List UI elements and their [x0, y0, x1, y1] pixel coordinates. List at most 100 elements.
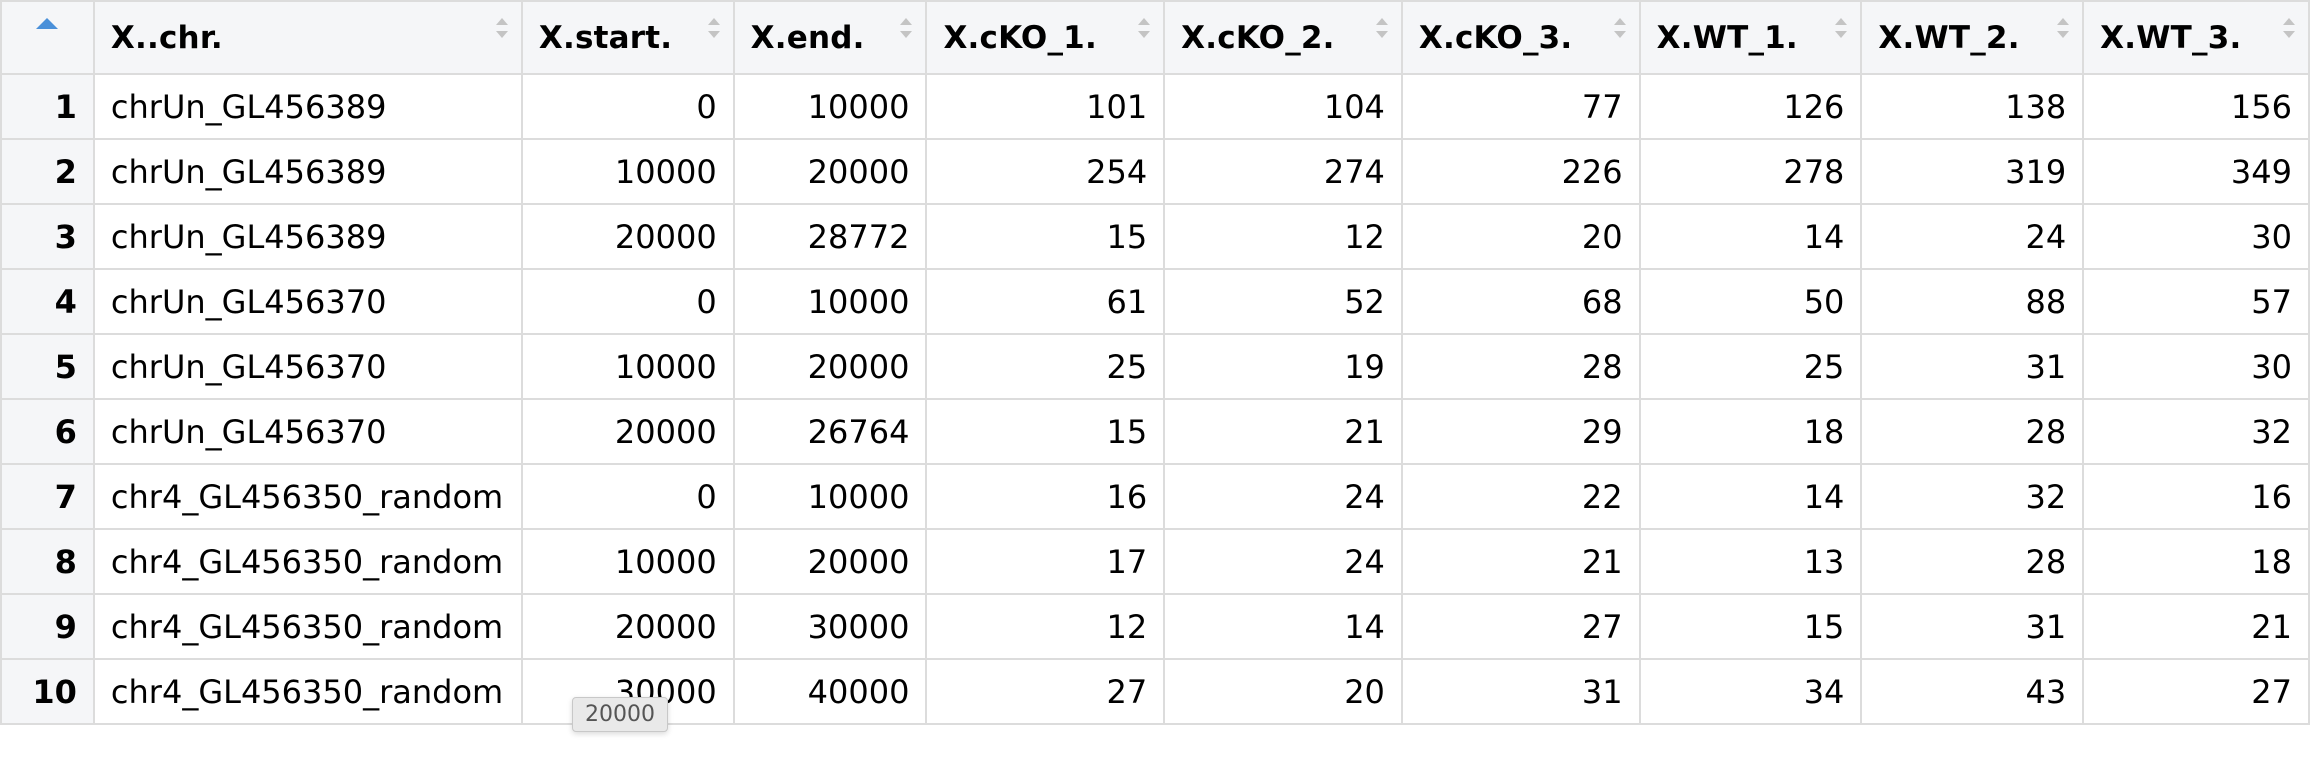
cell-cko-3[interactable]: 27 — [1400, 593, 1641, 660]
cell-wt-3[interactable]: 18 — [2082, 528, 2310, 595]
cell-start[interactable]: 10000 — [520, 333, 735, 400]
cell-cko-1[interactable]: 12 — [925, 593, 1166, 660]
cell-cko-1[interactable]: 254 — [925, 138, 1166, 205]
cell-wt-2[interactable]: 32 — [1860, 463, 2085, 530]
cell-wt-3[interactable]: 30 — [2082, 203, 2310, 270]
cell-cko-2[interactable]: 14 — [1163, 593, 1403, 660]
cell-wt-1[interactable]: 34 — [1638, 658, 1863, 725]
sort-updown-icon[interactable] — [1834, 16, 1848, 40]
cell-cko-3[interactable]: 68 — [1400, 268, 1641, 335]
cell-chr[interactable]: chrUn_GL456370 — [92, 268, 523, 335]
cell-end[interactable]: 10000 — [732, 73, 928, 140]
cell-cko-1[interactable]: 17 — [925, 528, 1166, 595]
sort-updown-icon[interactable] — [707, 16, 721, 40]
cell-wt-2[interactable]: 88 — [1860, 268, 2085, 335]
cell-start[interactable]: 20000 — [520, 398, 735, 465]
cell-cko-2[interactable]: 20 — [1163, 658, 1403, 725]
cell-start[interactable]: 20000 — [520, 593, 735, 660]
cell-end[interactable]: 28772 — [732, 203, 928, 270]
cell-chr[interactable]: chrUn_GL456370 — [92, 333, 523, 400]
cell-end[interactable]: 20000 — [732, 528, 928, 595]
cell-wt-1[interactable]: 126 — [1638, 73, 1863, 140]
cell-chr[interactable]: chrUn_GL456370 — [92, 398, 523, 465]
cell-cko-3[interactable]: 31 — [1400, 658, 1641, 725]
cell-wt-2[interactable]: 43 — [1860, 658, 2085, 725]
column-header-end[interactable]: X.end. — [732, 0, 928, 75]
cell-start[interactable]: 0 — [520, 463, 735, 530]
cell-wt-3[interactable]: 16 — [2082, 463, 2310, 530]
cell-end[interactable]: 26764 — [732, 398, 928, 465]
cell-start[interactable]: 0 — [520, 73, 735, 140]
cell-end[interactable]: 10000 — [732, 268, 928, 335]
column-header-wt-2[interactable]: X.WT_2. — [1860, 0, 2085, 75]
column-header-chr[interactable]: X..chr. — [92, 0, 523, 75]
cell-cko-2[interactable]: 274 — [1163, 138, 1403, 205]
cell-wt-3[interactable]: 21 — [2082, 593, 2310, 660]
cell-end[interactable]: 20000 — [732, 333, 928, 400]
cell-wt-1[interactable]: 50 — [1638, 268, 1863, 335]
cell-chr[interactable]: chrUn_GL456389 — [92, 73, 523, 140]
cell-wt-1[interactable]: 13 — [1638, 528, 1863, 595]
cell-wt-3[interactable]: 30 — [2082, 333, 2310, 400]
cell-chr[interactable]: chr4_GL456350_random — [92, 593, 523, 660]
cell-end[interactable]: 30000 — [732, 593, 928, 660]
cell-wt-3[interactable]: 349 — [2082, 138, 2310, 205]
sort-updown-icon[interactable] — [495, 16, 509, 40]
sort-updown-icon[interactable] — [899, 16, 913, 40]
cell-wt-1[interactable]: 15 — [1638, 593, 1863, 660]
cell-cko-2[interactable]: 24 — [1163, 463, 1403, 530]
cell-cko-2[interactable]: 104 — [1163, 73, 1403, 140]
cell-wt-3[interactable]: 27 — [2082, 658, 2310, 725]
column-header-cko-3[interactable]: X.cKO_3. — [1400, 0, 1641, 75]
cell-cko-1[interactable]: 16 — [925, 463, 1166, 530]
column-header-wt-1[interactable]: X.WT_1. — [1638, 0, 1863, 75]
cell-chr[interactable]: chrUn_GL456389 — [92, 138, 523, 205]
cell-cko-3[interactable]: 28 — [1400, 333, 1641, 400]
cell-end[interactable]: 40000 — [732, 658, 928, 725]
column-header-start[interactable]: X.start. — [520, 0, 735, 75]
cell-cko-1[interactable]: 15 — [925, 398, 1166, 465]
cell-wt-2[interactable]: 31 — [1860, 333, 2085, 400]
sort-updown-icon[interactable] — [2056, 16, 2070, 40]
cell-cko-1[interactable]: 25 — [925, 333, 1166, 400]
sort-updown-icon[interactable] — [1613, 16, 1627, 40]
sort-updown-icon[interactable] — [1137, 16, 1151, 40]
cell-cko-1[interactable]: 61 — [925, 268, 1166, 335]
cell-cko-2[interactable]: 21 — [1163, 398, 1403, 465]
cell-wt-2[interactable]: 28 — [1860, 398, 2085, 465]
cell-cko-1[interactable]: 15 — [925, 203, 1166, 270]
cell-cko-2[interactable]: 12 — [1163, 203, 1403, 270]
cell-chr[interactable]: chrUn_GL456389 — [92, 203, 523, 270]
cell-wt-1[interactable]: 278 — [1638, 138, 1863, 205]
cell-wt-1[interactable]: 18 — [1638, 398, 1863, 465]
cell-chr[interactable]: chr4_GL456350_random — [92, 658, 523, 725]
column-header-cko-2[interactable]: X.cKO_2. — [1163, 0, 1403, 75]
cell-start[interactable]: 0 — [520, 268, 735, 335]
cell-end[interactable]: 10000 — [732, 463, 928, 530]
cell-cko-1[interactable]: 101 — [925, 73, 1166, 140]
cell-wt-2[interactable]: 28 — [1860, 528, 2085, 595]
column-header-cko-1[interactable]: X.cKO_1. — [925, 0, 1166, 75]
cell-cko-1[interactable]: 27 — [925, 658, 1166, 725]
cell-cko-3[interactable]: 29 — [1400, 398, 1641, 465]
sort-updown-icon[interactable] — [2282, 16, 2296, 40]
cell-cko-3[interactable]: 77 — [1400, 73, 1641, 140]
cell-cko-3[interactable]: 226 — [1400, 138, 1641, 205]
cell-chr[interactable]: chr4_GL456350_random — [92, 463, 523, 530]
cell-cko-2[interactable]: 24 — [1163, 528, 1403, 595]
cell-cko-2[interactable]: 19 — [1163, 333, 1403, 400]
cell-cko-2[interactable]: 52 — [1163, 268, 1403, 335]
cell-wt-3[interactable]: 156 — [2082, 73, 2310, 140]
cell-chr[interactable]: chr4_GL456350_random — [92, 528, 523, 595]
cell-cko-3[interactable]: 22 — [1400, 463, 1641, 530]
sort-updown-icon[interactable] — [1375, 16, 1389, 40]
column-header-wt-3[interactable]: X.WT_3. — [2082, 0, 2310, 75]
cell-start[interactable]: 20000 — [520, 203, 735, 270]
cell-wt-2[interactable]: 319 — [1860, 138, 2085, 205]
cell-cko-3[interactable]: 20 — [1400, 203, 1641, 270]
cell-wt-3[interactable]: 57 — [2082, 268, 2310, 335]
cell-wt-2[interactable]: 138 — [1860, 73, 2085, 140]
cell-start[interactable]: 10000 — [520, 528, 735, 595]
cell-wt-1[interactable]: 14 — [1638, 463, 1863, 530]
cell-wt-2[interactable]: 24 — [1860, 203, 2085, 270]
